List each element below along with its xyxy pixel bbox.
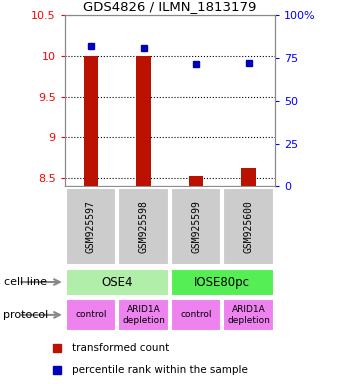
Text: IOSE80pc: IOSE80pc	[194, 276, 250, 288]
Text: transformed count: transformed count	[72, 343, 169, 353]
Bar	[189, 177, 203, 186]
Bar	[171, 188, 221, 265]
Bar	[66, 299, 116, 331]
Text: ARID1A
depletion: ARID1A depletion	[122, 305, 165, 324]
Bar	[171, 268, 274, 296]
Text: GSM925598: GSM925598	[139, 200, 148, 253]
Text: OSE4: OSE4	[102, 276, 133, 288]
Text: cell line: cell line	[4, 277, 47, 287]
Text: ARID1A
depletion: ARID1A depletion	[227, 305, 270, 324]
Bar	[118, 299, 169, 331]
Text: percentile rank within the sample: percentile rank within the sample	[72, 365, 248, 375]
Text: GSM925600: GSM925600	[244, 200, 253, 253]
Bar	[171, 299, 221, 331]
Bar	[118, 188, 169, 265]
Bar	[136, 56, 151, 186]
Bar	[84, 56, 98, 186]
Text: GSM925597: GSM925597	[86, 200, 96, 253]
Bar	[241, 168, 256, 186]
Bar	[66, 268, 169, 296]
Text: control: control	[75, 310, 107, 319]
Text: protocol: protocol	[4, 310, 49, 320]
Bar	[223, 299, 274, 331]
Text: control: control	[180, 310, 212, 319]
Text: GSM925599: GSM925599	[191, 200, 201, 253]
Bar	[223, 188, 274, 265]
Title: GDS4826 / ILMN_1813179: GDS4826 / ILMN_1813179	[83, 0, 257, 13]
Bar	[66, 188, 116, 265]
